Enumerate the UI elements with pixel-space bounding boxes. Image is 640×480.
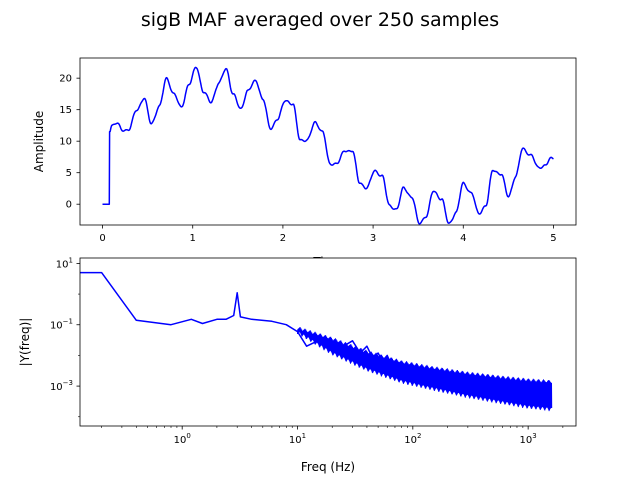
- x-tick-label: 2: [280, 233, 286, 244]
- x-tick-label: 1: [190, 233, 196, 244]
- x-tick-label: 4: [460, 233, 466, 244]
- frequency-x-axis-label: Freq (Hz): [301, 460, 355, 474]
- y-tick-label: 5: [66, 168, 72, 179]
- amplitude-plot-area: [102, 66, 554, 225]
- x-tick-label: 5: [550, 233, 556, 244]
- spectrum-plot-area: [80, 271, 553, 412]
- amplitude-y-axis-label: Amplitude: [32, 111, 46, 173]
- y-tick-label: 10−3: [50, 379, 73, 393]
- x-tick-label: 103: [520, 432, 537, 446]
- y-tick-label: 10: [59, 137, 72, 148]
- spectrum-subplot: 100 101 102 103 10−3 10−1 101 |Y(freq)| Freq (…: [18, 256, 577, 474]
- y-tick-label: 20: [59, 74, 72, 85]
- spectrum-ticks: 100 101 102 103 10−3 10−1 101: [50, 256, 564, 446]
- x-tick-label: 100: [174, 432, 191, 446]
- spectrum-series-line: [80, 271, 552, 392]
- y-tick-label: 15: [59, 105, 72, 116]
- x-tick-label: 0: [99, 233, 105, 244]
- y-tick-label: 0: [66, 200, 72, 211]
- spectrum-y-axis-label: |Y(freq)|: [18, 318, 32, 367]
- y-tick-label: 101: [56, 256, 73, 270]
- amplitude-series-line: [102, 66, 554, 225]
- x-tick-label: 101: [289, 432, 306, 446]
- y-tick-label: 10−1: [50, 318, 73, 332]
- spectrum-noise-band: [297, 327, 553, 412]
- amplitude-axes-frame: [79, 57, 577, 226]
- x-tick-label: 3: [370, 233, 376, 244]
- figure-title: sigB MAF averaged over 250 samples: [141, 9, 499, 31]
- amplitude-ticks: 0 1 2 3 4 5 0 5 10 15 20: [59, 74, 556, 244]
- spectrum-axes-frame: [79, 257, 577, 427]
- x-tick-label: 102: [404, 432, 421, 446]
